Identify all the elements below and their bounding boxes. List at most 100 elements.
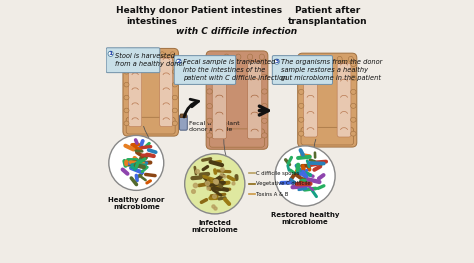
Ellipse shape [351,131,356,136]
Ellipse shape [326,56,331,62]
Ellipse shape [262,104,267,109]
FancyBboxPatch shape [180,115,187,130]
Ellipse shape [173,95,177,100]
Ellipse shape [299,131,304,136]
Ellipse shape [299,62,304,67]
Text: Infected
microbiome: Infected microbiome [191,220,238,233]
Point [218,167,226,171]
FancyBboxPatch shape [106,48,160,73]
Text: Healthy donor
microbiome: Healthy donor microbiome [108,197,164,210]
Point [220,174,228,178]
Text: The organisms from the donor
sample restores a healthy
gut microbiome in the pat: The organisms from the donor sample rest… [281,59,383,81]
Circle shape [185,154,245,214]
Text: 2: 2 [176,59,181,64]
Ellipse shape [351,89,356,94]
Point [212,179,220,184]
Text: Fecal transplant
donor sample: Fecal transplant donor sample [189,121,239,132]
Ellipse shape [247,54,253,60]
Ellipse shape [262,133,267,138]
FancyBboxPatch shape [174,56,236,84]
Ellipse shape [207,74,212,79]
Text: Patient after
transplantation: Patient after transplantation [287,6,367,26]
Ellipse shape [262,118,267,123]
Ellipse shape [173,108,177,113]
Text: Healthy donor
intestines: Healthy donor intestines [116,6,188,26]
Ellipse shape [124,108,129,113]
Ellipse shape [262,59,267,65]
FancyBboxPatch shape [301,127,354,145]
Ellipse shape [124,82,129,87]
Text: Toxins A & B: Toxins A & B [255,192,288,197]
Ellipse shape [170,52,175,57]
Text: Vegetative C difficile: Vegetative C difficile [255,181,310,186]
Ellipse shape [139,52,144,57]
Text: C difficile spores: C difficile spores [255,171,299,176]
Text: Stool is harvested
from a healthy donor: Stool is harvested from a healthy donor [115,53,185,67]
Text: Patient intestines: Patient intestines [191,6,283,15]
Point [229,181,237,185]
Ellipse shape [207,104,212,109]
FancyBboxPatch shape [160,58,173,127]
Ellipse shape [299,103,304,108]
FancyBboxPatch shape [247,61,262,139]
Point [217,171,224,176]
Ellipse shape [299,117,304,122]
Text: 3: 3 [274,59,279,64]
Ellipse shape [124,57,129,61]
Ellipse shape [173,57,177,61]
Ellipse shape [124,95,129,100]
Ellipse shape [348,56,353,62]
FancyBboxPatch shape [123,48,178,136]
Ellipse shape [224,54,229,60]
Point [205,186,212,190]
Point [211,179,219,183]
Ellipse shape [149,52,154,57]
Circle shape [274,59,279,64]
Text: with C difficile infection: with C difficile infection [176,27,298,36]
Ellipse shape [207,133,212,138]
FancyBboxPatch shape [126,117,175,134]
Ellipse shape [262,74,267,79]
Ellipse shape [351,62,356,67]
Ellipse shape [124,121,129,126]
FancyBboxPatch shape [273,56,332,84]
Ellipse shape [299,89,304,94]
FancyBboxPatch shape [212,61,227,139]
Circle shape [275,146,335,206]
Circle shape [176,59,181,64]
Point [193,169,201,174]
Text: 1: 1 [109,51,113,56]
Point [189,189,197,193]
Ellipse shape [173,69,177,74]
Ellipse shape [173,121,177,126]
Ellipse shape [160,52,164,57]
Ellipse shape [351,103,356,108]
Ellipse shape [207,59,212,65]
FancyBboxPatch shape [128,58,142,127]
Ellipse shape [236,54,241,60]
Point [191,183,199,187]
Ellipse shape [337,56,342,62]
Text: Restored healthy
microbiome: Restored healthy microbiome [271,212,339,225]
Point [210,204,217,208]
Ellipse shape [262,89,267,94]
Ellipse shape [299,75,304,80]
Point [211,205,219,210]
FancyBboxPatch shape [304,63,318,137]
FancyBboxPatch shape [298,53,357,147]
Text: Fecal sample is tranplanted
into the intestines of the
patient with C difficile : Fecal sample is tranplanted into the int… [183,59,287,81]
Ellipse shape [124,69,129,74]
Ellipse shape [351,117,356,122]
Ellipse shape [351,75,356,80]
FancyBboxPatch shape [337,63,351,137]
Ellipse shape [315,56,320,62]
FancyBboxPatch shape [180,114,186,118]
Circle shape [109,135,164,190]
Point [212,179,219,183]
FancyBboxPatch shape [210,129,264,147]
Ellipse shape [173,82,177,87]
FancyBboxPatch shape [206,51,268,149]
Ellipse shape [259,54,264,60]
Ellipse shape [207,89,212,94]
Ellipse shape [207,118,212,123]
